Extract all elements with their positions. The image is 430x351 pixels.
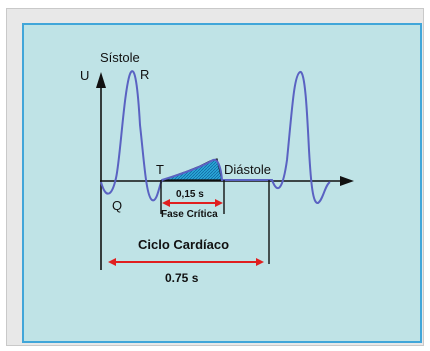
label-r: R <box>140 67 149 82</box>
x-axis-arrowhead <box>340 176 354 186</box>
diagram-panel <box>22 23 422 343</box>
label-interval-small: 0,15 s <box>176 189 204 200</box>
label-interval-cycle: 0.75 s <box>165 271 199 285</box>
label-fase-critica: Fase Crítica <box>161 209 218 220</box>
ecg-waveform <box>100 70 331 204</box>
label-t: T <box>156 162 164 177</box>
y-axis-arrowhead <box>96 72 106 88</box>
label-sistole: Sístole <box>100 50 140 65</box>
label-u: U <box>80 68 89 83</box>
label-ciclo-cardiaco: Ciclo Cardíaco <box>138 237 229 252</box>
label-q: Q <box>112 198 122 213</box>
label-diastole: Diástole <box>224 162 271 177</box>
